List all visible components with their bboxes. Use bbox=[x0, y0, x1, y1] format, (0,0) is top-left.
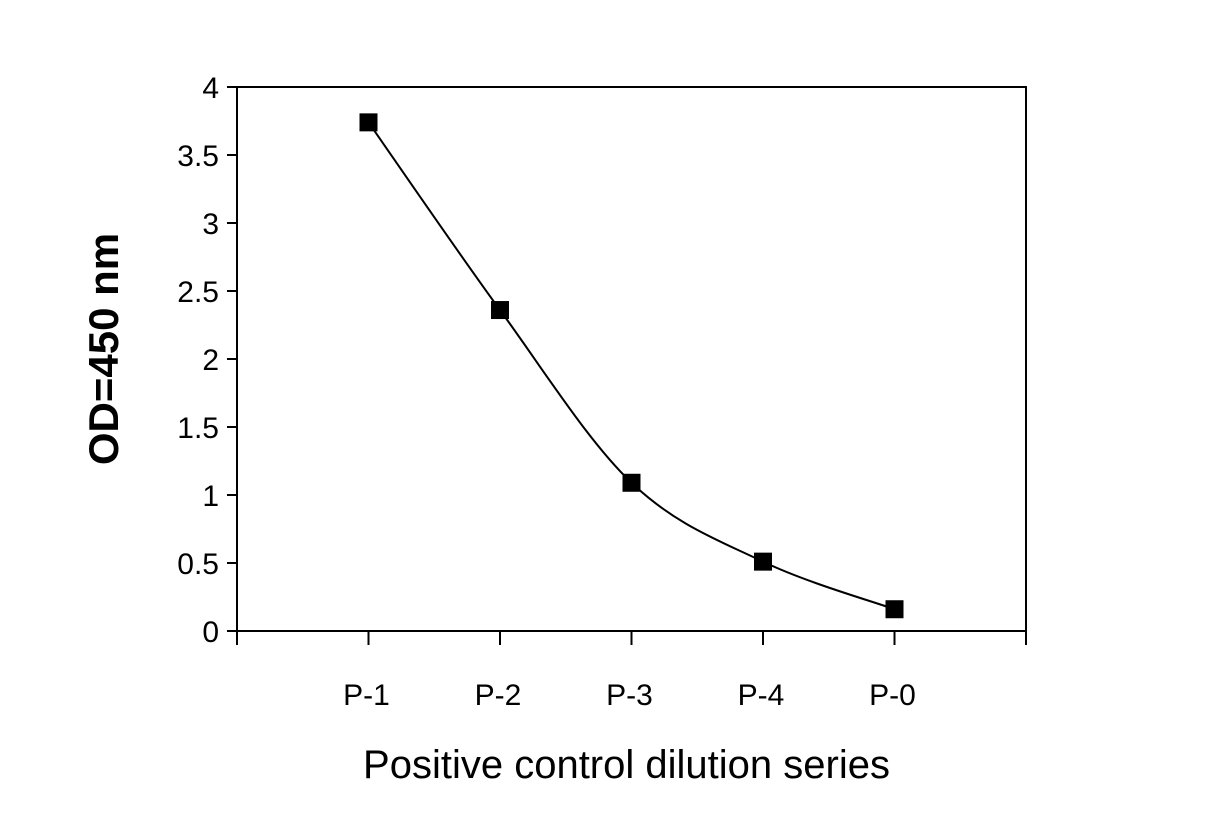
x-tick-label: P-0 bbox=[869, 679, 916, 712]
data-point-p-0 bbox=[885, 600, 904, 619]
data-markers bbox=[359, 113, 904, 619]
x-tick-label: P-1 bbox=[343, 679, 390, 712]
series-line bbox=[367, 121, 895, 611]
x-tick-label: P-2 bbox=[475, 679, 522, 712]
y-tick-label: 3 bbox=[202, 208, 219, 241]
x-tick-label: P-3 bbox=[606, 679, 653, 712]
x-tick-label: P-4 bbox=[738, 679, 785, 712]
x-axis: P-1 P-2 P-3 P-4 P-0 bbox=[236, 631, 1027, 712]
y-axis: 0 0.5 1 1.5 2 2.5 3 3.5 4 bbox=[177, 72, 237, 649]
y-tick-label: 2 bbox=[202, 344, 219, 377]
y-tick-label: 2.5 bbox=[177, 276, 219, 309]
y-tick-label: 1.5 bbox=[177, 412, 219, 445]
data-point-p-4 bbox=[754, 552, 772, 571]
y-tick-label: 1 bbox=[202, 480, 219, 513]
data-point-p-2 bbox=[491, 301, 509, 320]
data-point-p-1 bbox=[359, 113, 378, 132]
y-tick-label: 4 bbox=[202, 72, 219, 105]
y-tick-label: 0.5 bbox=[177, 548, 219, 581]
plot-area-frame bbox=[236, 86, 1027, 632]
x-axis-title: Positive control dilution series bbox=[363, 743, 890, 787]
y-tick-label: 0 bbox=[202, 616, 219, 649]
data-point-p-3 bbox=[622, 473, 641, 492]
y-tick-label: 3.5 bbox=[177, 140, 219, 173]
y-axis-title: OD=450 nm bbox=[80, 233, 127, 465]
